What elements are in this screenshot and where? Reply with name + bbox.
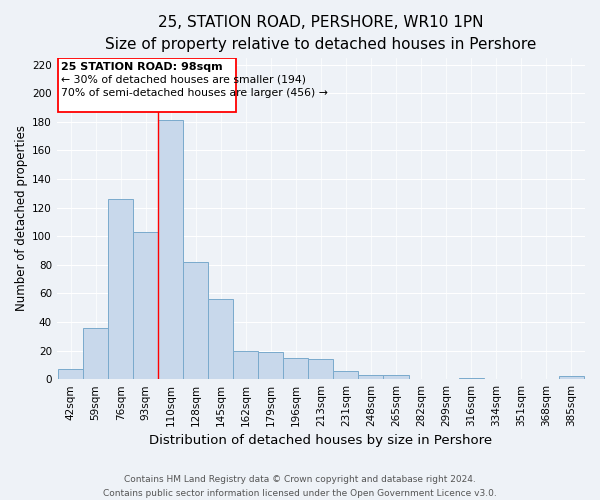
- Bar: [259, 352, 283, 379]
- Bar: [358, 375, 383, 379]
- Bar: [383, 375, 409, 379]
- Text: Contains HM Land Registry data © Crown copyright and database right 2024.
Contai: Contains HM Land Registry data © Crown c…: [103, 476, 497, 498]
- Text: 25 STATION ROAD: 98sqm: 25 STATION ROAD: 98sqm: [61, 62, 222, 72]
- X-axis label: Distribution of detached houses by size in Pershore: Distribution of detached houses by size …: [149, 434, 493, 448]
- Bar: [58, 369, 83, 379]
- Bar: [158, 120, 183, 379]
- Bar: [108, 199, 133, 379]
- FancyBboxPatch shape: [58, 58, 236, 112]
- Title: 25, STATION ROAD, PERSHORE, WR10 1PN
Size of property relative to detached house: 25, STATION ROAD, PERSHORE, WR10 1PN Siz…: [105, 15, 536, 52]
- Bar: [183, 262, 208, 379]
- Bar: [208, 299, 233, 379]
- Bar: [334, 370, 358, 379]
- Bar: [458, 378, 484, 379]
- Bar: [233, 350, 259, 379]
- Y-axis label: Number of detached properties: Number of detached properties: [15, 126, 28, 312]
- Bar: [308, 359, 334, 379]
- Text: 70% of semi-detached houses are larger (456) →: 70% of semi-detached houses are larger (…: [61, 88, 328, 98]
- Bar: [559, 376, 584, 379]
- Bar: [83, 328, 108, 379]
- Bar: [133, 232, 158, 379]
- Text: ← 30% of detached houses are smaller (194): ← 30% of detached houses are smaller (19…: [61, 74, 305, 85]
- Bar: [283, 358, 308, 379]
